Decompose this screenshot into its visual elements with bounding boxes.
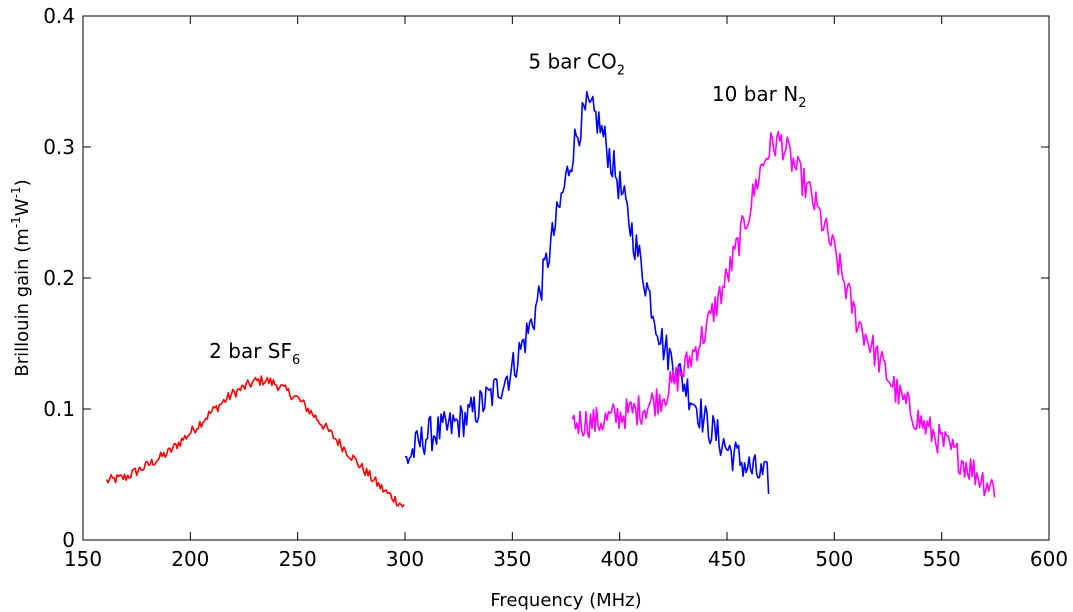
y-tick-label: 0 [62, 528, 75, 552]
x-tick-label: 400 [601, 547, 639, 571]
y-axis-label-mid: W [12, 198, 33, 216]
y-tick-label: 0.3 [43, 135, 75, 159]
series-line-3 [571, 130, 996, 498]
series-line-1 [105, 375, 405, 508]
y-axis-label-sup1: -1 [9, 216, 23, 228]
series-annotations: 2 bar SF6 5 bar CO2 10 bar N2 [209, 49, 806, 368]
x-tick-label: 600 [1030, 547, 1068, 571]
series-annotation-1: 2 bar SF6 [209, 339, 300, 368]
axis-ticks: 150 200 250 300 350 400 450 500 550 600 0 0.1 0.2 0.3… [43, 4, 1068, 571]
y-axis-label-end: ) [12, 179, 33, 186]
series-line-2 [405, 91, 770, 495]
y-tick-label: 0.1 [43, 397, 75, 421]
x-tick-label: 250 [279, 547, 317, 571]
x-tick-label: 350 [493, 547, 531, 571]
x-axis-label: Frequency (MHz) [490, 590, 641, 611]
series-layer [105, 91, 996, 508]
series-annotation-2: 5 bar CO2 [528, 49, 625, 78]
y-axis-label-text: Brillouin gain (m [12, 228, 33, 376]
x-tick-label: 550 [923, 547, 961, 571]
x-tick-label: 300 [386, 547, 424, 571]
x-tick-label: 150 [64, 547, 102, 571]
y-tick-label: 0.4 [43, 4, 75, 28]
series-annotation-3: 10 bar N2 [712, 82, 807, 111]
x-tick-label: 200 [171, 547, 209, 571]
y-tick-label: 0.2 [43, 266, 75, 290]
y-axis-label: Brillouin gain (m-1W-1) [9, 179, 33, 376]
y-axis-label-sup2: -1 [9, 186, 23, 198]
x-tick-label: 500 [815, 547, 853, 571]
plot-frame [82, 15, 1050, 541]
x-tick-label: 450 [708, 547, 746, 571]
